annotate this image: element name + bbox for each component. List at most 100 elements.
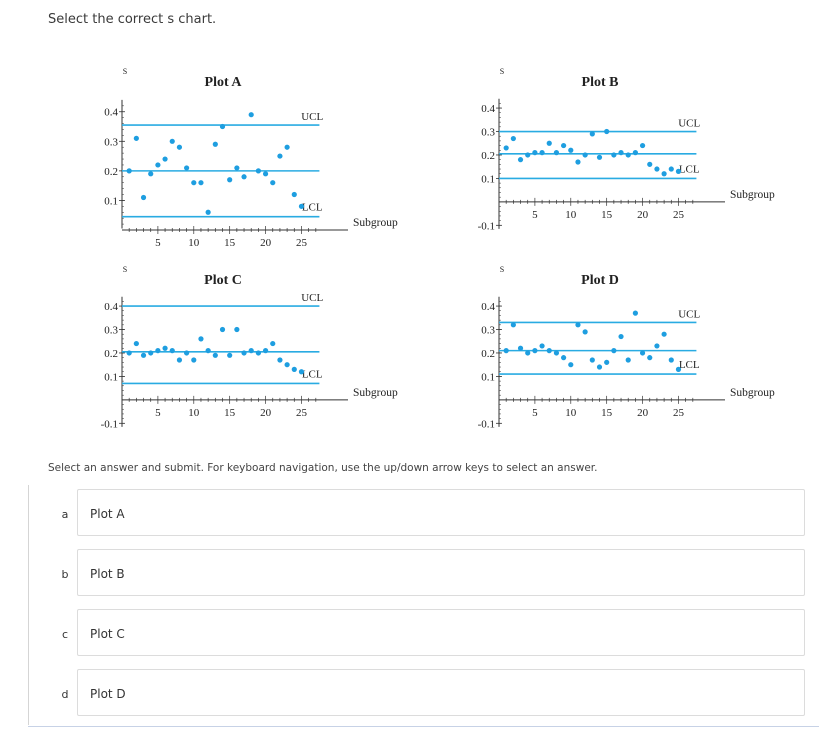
data-point [162,345,168,351]
data-point [191,357,197,363]
data-point [148,350,154,356]
data-point [546,140,552,146]
lcl-label: LCL [679,163,700,175]
plot-a-chart: Plot A S 5 10 15 20 25 0.1 0.2 0.3 0.4 UCL LCL Subgro… [104,67,398,249]
data-point [561,355,567,361]
data-point [270,180,276,186]
x-axis-label: Subgroup [730,387,775,399]
option-c-button[interactable]: Plot C [77,609,805,656]
data-point [618,150,624,156]
data-point [148,171,154,177]
data-point [654,166,660,172]
lcl-label: LCL [302,202,323,214]
y-tick-label: 0.3 [481,325,495,337]
data-point [647,161,653,167]
y-tick-label: -0.1 [101,418,118,430]
y-tick-label: 0.2 [481,348,495,360]
data-point [517,157,524,163]
y-tick-label: 0.2 [481,150,495,162]
data-point [133,135,139,141]
data-point [568,362,574,368]
x-tick-label: 20 [260,237,272,249]
data-point [255,168,261,174]
x-tick-label: 10 [188,407,200,419]
data-point [589,131,595,137]
y-tick-label: 0.2 [104,348,118,360]
data-point [140,194,147,201]
data-point [532,348,538,354]
data-point [532,150,538,156]
data-point [654,343,660,349]
y-tick-label: -0.1 [478,418,495,430]
data-point [234,326,240,333]
data-point [661,331,667,337]
option-label: Plot C [90,627,125,641]
data-point [517,345,524,351]
data-point [284,362,290,368]
x-tick-label: 20 [260,407,272,419]
bottom-divider [28,726,819,727]
data-point [539,343,545,349]
plots-panel: Plot A S 5 10 15 20 25 0.1 0.2 0.3 0.4 UCL LCL Subgro… [0,40,819,460]
data-point [675,366,682,372]
data-point [133,340,139,347]
data-point [291,191,297,198]
data-point [525,350,531,356]
data-point [184,350,190,356]
x-tick-label: 25 [296,237,308,249]
data-point [205,209,211,215]
option-label: Plot B [90,567,125,581]
y-tick-label: 0.1 [104,371,118,383]
data-point [553,350,560,356]
option-b-button[interactable]: Plot B [77,549,805,596]
data-point [227,177,233,183]
data-point [212,141,218,147]
data-point [270,340,276,347]
instructions-text: Select an answer and submit. For keyboar… [48,462,598,474]
data-point [632,150,638,156]
data-point [198,180,204,186]
data-point [155,348,161,354]
data-point [582,152,588,158]
data-point [241,350,247,356]
data-point [553,150,560,156]
x-tick-label: 15 [224,237,236,249]
data-point [262,171,269,177]
data-point [176,144,183,150]
x-tick-label: 25 [673,209,685,221]
data-point [625,152,631,158]
data-point [589,357,595,363]
ucl-label: UCL [678,118,700,130]
y-axis-label: S [123,265,127,274]
option-a-button[interactable]: Plot A [77,489,805,536]
x-tick-label: 10 [188,237,200,249]
data-point [169,138,175,144]
y-tick-label: 0.3 [104,136,118,148]
option-letter: a [61,508,69,521]
ucl-label: UCL [301,292,323,304]
y-tick-label: 0.4 [104,107,118,119]
y-tick-label: 0.2 [104,166,118,178]
data-point [503,145,509,151]
data-point [140,352,147,358]
data-point [298,369,305,375]
data-point [219,123,226,130]
data-point [227,352,233,358]
data-point [205,348,211,354]
x-tick-label: 15 [601,407,613,419]
data-point [291,366,297,372]
data-point [596,364,603,370]
option-d-button[interactable]: Plot D [77,669,805,716]
y-tick-label: 0.4 [481,103,495,115]
y-axis-label: S [500,265,504,274]
data-point [539,150,545,156]
option-label: Plot A [90,507,125,521]
data-point [284,144,290,150]
plot-title: Plot C [204,273,242,288]
data-point [575,322,581,328]
data-point [277,153,283,159]
question-text: Select the correct s chart. [48,12,217,27]
y-tick-label: 0.3 [104,325,118,337]
data-point [568,147,574,153]
y-tick-label: 0.3 [481,127,495,139]
